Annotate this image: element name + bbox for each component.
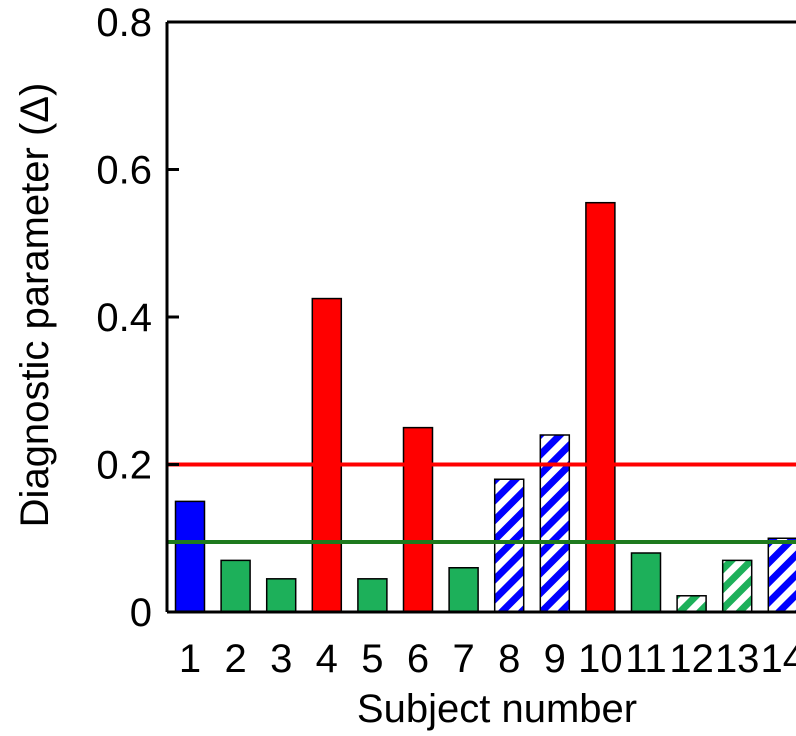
bar-subject-3: [265, 578, 297, 613]
x-tick-label: 12: [669, 637, 714, 681]
x-tick-label: 10: [578, 637, 623, 681]
x-tick-label: 5: [361, 637, 383, 681]
x-tick-label: 8: [498, 637, 520, 681]
y-axis-label: Diagnostic parameter (Δ): [13, 83, 57, 528]
x-tick-label: 13: [715, 637, 760, 681]
y-tick-label: 0: [130, 591, 152, 635]
y-tick-label: 0.4: [96, 296, 152, 340]
x-tick-label: 7: [452, 637, 474, 681]
bar-subject-9: [539, 434, 571, 613]
x-tick-label: 3: [270, 637, 292, 681]
y-tick-label: 0.8: [96, 1, 152, 45]
bar-subject-14: [767, 537, 796, 613]
bar-subject-7: [448, 567, 479, 613]
bar-subject-6: [402, 426, 434, 613]
bar-subject-1: [174, 500, 206, 613]
x-tick-label: 14: [761, 637, 796, 681]
bar-subject-13: [721, 559, 753, 613]
x-tick-label: 4: [316, 637, 338, 681]
x-tick-label: 2: [224, 637, 246, 681]
x-tick-label: 11: [625, 637, 667, 681]
x-tick-label: 6: [407, 637, 429, 681]
x-tick-label: 9: [544, 637, 566, 681]
x-tick-label: 1: [179, 637, 201, 681]
bar-subject-4: [311, 297, 343, 613]
bar-subject-5: [357, 578, 388, 613]
bars: [174, 201, 796, 613]
bar-subject-12: [676, 595, 707, 613]
bar-subject-10: [585, 201, 616, 613]
x-axis-label: Subject number: [357, 687, 637, 731]
bar-subject-2: [220, 559, 251, 613]
axes: [165, 20, 796, 614]
y-tick-label: 0.2: [96, 444, 152, 488]
bar-subject-11: [630, 552, 662, 613]
y-tick-label: 0.6: [96, 149, 152, 193]
bar-subject-8: [493, 478, 525, 613]
reference-lines: [167, 462, 796, 544]
